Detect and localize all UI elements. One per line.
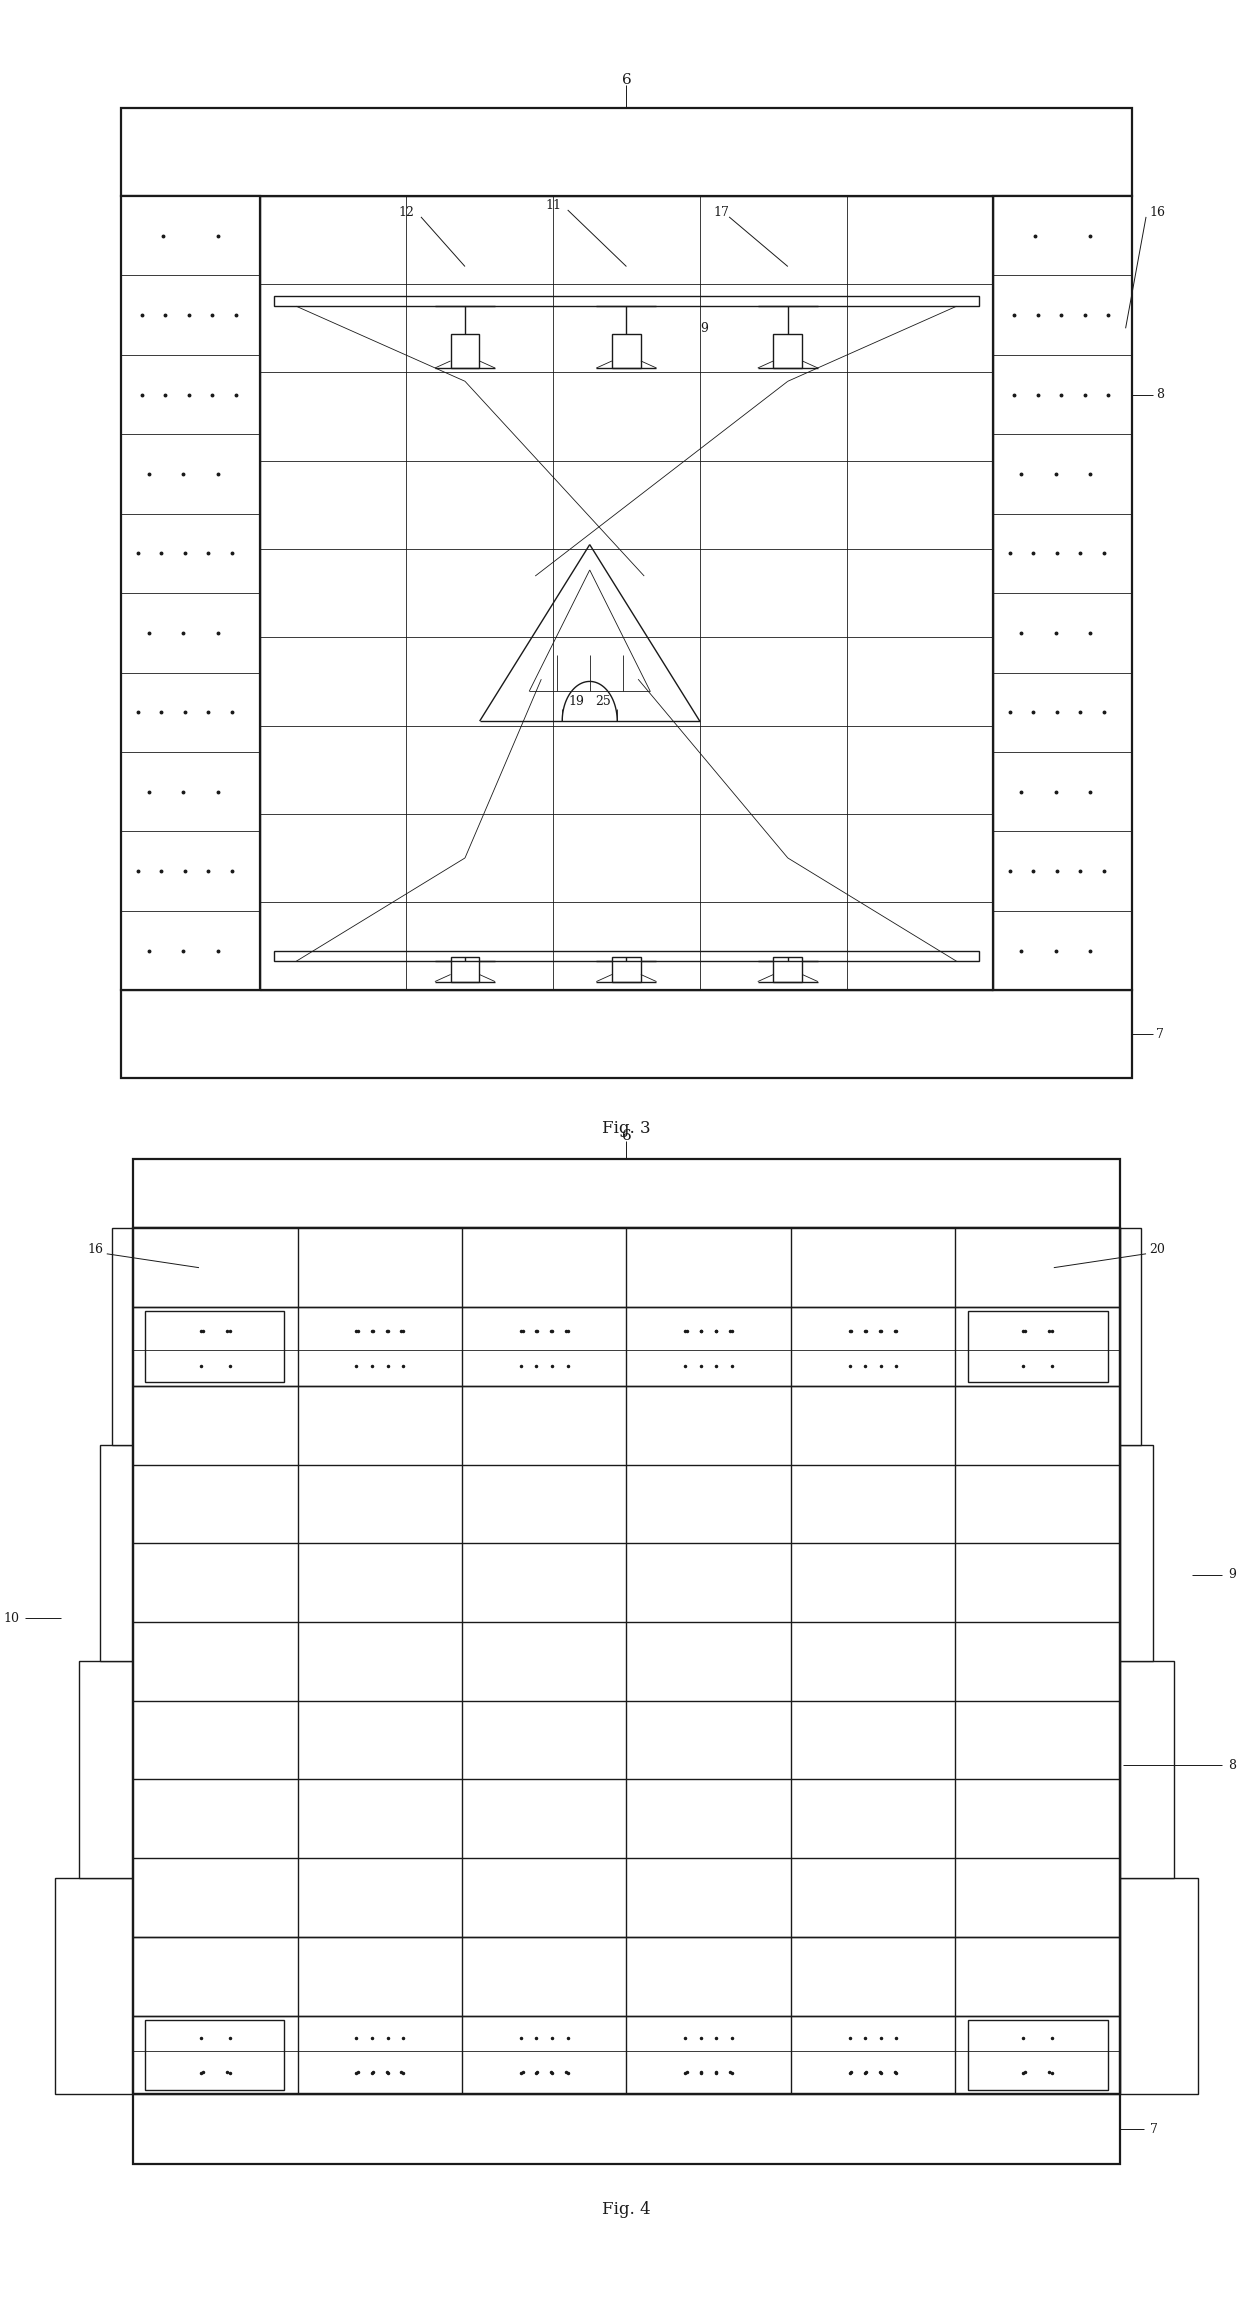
Text: 16: 16	[87, 1242, 103, 1256]
Bar	[774, 957, 802, 981]
Bar	[450, 957, 480, 981]
Bar	[112, 1229, 133, 1444]
Text: 17: 17	[714, 206, 729, 218]
Bar	[55, 1878, 133, 2095]
Bar	[133, 2095, 1120, 2163]
Bar	[774, 334, 802, 369]
Bar	[274, 297, 978, 306]
Bar	[993, 195, 1132, 990]
Bar	[145, 2019, 284, 2091]
Bar	[274, 950, 978, 962]
Text: 8: 8	[1228, 1759, 1236, 1771]
Text: 6: 6	[621, 1129, 631, 1143]
Bar	[1120, 1878, 1198, 2095]
Text: 20: 20	[1149, 1242, 1166, 1256]
Bar	[968, 2019, 1109, 2091]
Bar	[133, 1159, 1120, 1229]
Bar	[1120, 1662, 1174, 1878]
Bar	[1120, 1229, 1141, 1444]
Text: 6: 6	[621, 74, 631, 88]
Bar	[99, 1444, 133, 1662]
Text: 11: 11	[546, 199, 560, 211]
Text: 9: 9	[699, 322, 708, 334]
Bar	[450, 334, 480, 369]
Bar	[122, 109, 1132, 195]
Text: 12: 12	[398, 206, 414, 218]
Text: 25: 25	[595, 695, 611, 707]
Text: 16: 16	[1149, 206, 1166, 218]
Bar	[613, 334, 641, 369]
Text: 7: 7	[1149, 2123, 1157, 2135]
Text: 8: 8	[1156, 387, 1163, 401]
Bar	[79, 1662, 133, 1878]
Text: Fig. 3: Fig. 3	[603, 1120, 651, 1138]
Text: Fig. 4: Fig. 4	[603, 2202, 651, 2218]
Bar	[613, 957, 641, 981]
Text: 9: 9	[1228, 1569, 1236, 1581]
Bar	[122, 195, 259, 990]
Text: 10: 10	[2, 1611, 19, 1625]
Bar	[145, 1312, 284, 1382]
Text: 19: 19	[568, 695, 584, 707]
Bar	[133, 1229, 1120, 2095]
Text: 7: 7	[1156, 1027, 1163, 1041]
Bar	[968, 1312, 1109, 1382]
Bar	[122, 990, 1132, 1078]
Bar	[1120, 1444, 1153, 1662]
